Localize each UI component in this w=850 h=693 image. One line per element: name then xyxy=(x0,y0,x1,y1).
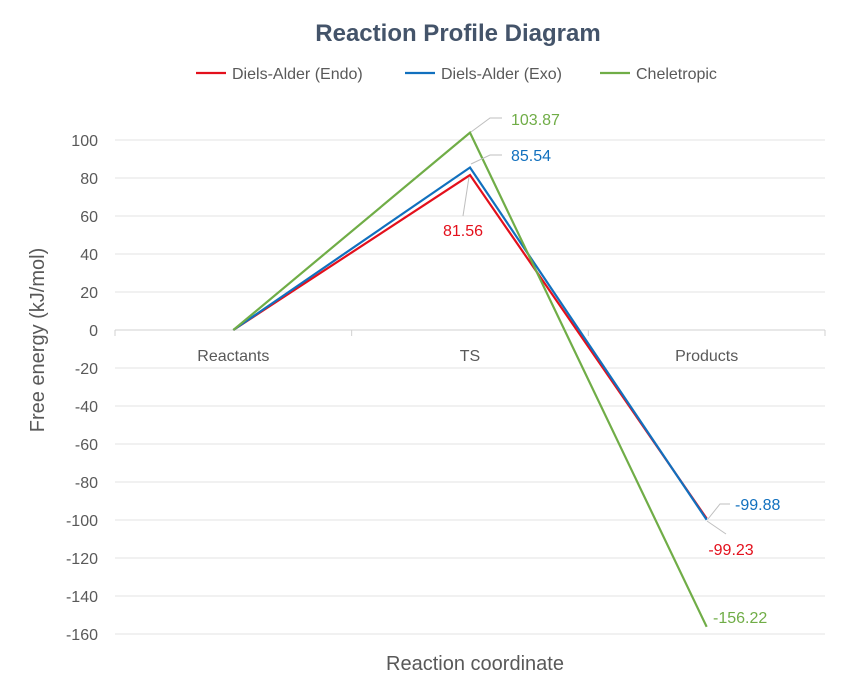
data-label: 103.87 xyxy=(511,112,560,129)
leader-line xyxy=(706,520,727,535)
legend-item: Cheletropic xyxy=(600,66,717,83)
leader-line xyxy=(470,154,502,165)
x-category-label: TS xyxy=(460,348,480,365)
y-tick-label: 100 xyxy=(71,133,98,150)
data-labels: 81.56 -99.23 85.54 -99.88 103.87 -156.22 xyxy=(443,112,780,627)
y-tick-label: -80 xyxy=(75,475,98,492)
legend-label: Cheletropic xyxy=(636,66,717,83)
y-axis-title: Free energy (kJ/mol) xyxy=(27,248,49,433)
y-tick-label: -20 xyxy=(75,361,98,378)
y-tick-label: 80 xyxy=(80,171,98,188)
y-tick-label: 60 xyxy=(80,209,98,226)
gridlines xyxy=(114,139,826,635)
legend-item: Diels-Alder (Endo) xyxy=(196,66,363,83)
legend-label: Diels-Alder (Exo) xyxy=(441,66,562,83)
y-tick-label: -100 xyxy=(66,513,98,530)
x-axis-title: Reaction coordinate xyxy=(386,653,564,675)
x-category-label: Products xyxy=(675,348,738,365)
leader-line xyxy=(462,176,470,217)
legend-label: Diels-Alder (Endo) xyxy=(232,66,363,83)
x-category-labels: Reactants TS Products xyxy=(197,348,738,365)
data-label: 81.56 xyxy=(443,223,483,240)
y-tick-label: -120 xyxy=(66,551,98,568)
y-tick-label: 20 xyxy=(80,285,98,302)
leader-line xyxy=(470,117,502,133)
y-tick-label: -60 xyxy=(75,437,98,454)
data-label: -99.88 xyxy=(735,497,780,514)
y-tick-label: 40 xyxy=(80,247,98,264)
data-label: -156.22 xyxy=(713,610,767,627)
legend: Diels-Alder (Endo) Diels-Alder (Exo) Chele… xyxy=(196,66,717,83)
data-label: 85.54 xyxy=(511,148,551,165)
chart-title: Reaction Profile Diagram xyxy=(315,20,600,47)
series-lines xyxy=(232,130,708,628)
x-category-label: Reactants xyxy=(197,348,269,365)
y-tick-label: -160 xyxy=(66,627,98,644)
leader-line xyxy=(707,503,730,520)
y-tick-label: 0 xyxy=(89,323,98,340)
data-label: -99.23 xyxy=(708,542,753,559)
series-line xyxy=(232,130,708,628)
series-line xyxy=(232,165,708,521)
y-tick-label: -140 xyxy=(66,589,98,606)
y-tick-label: -40 xyxy=(75,399,98,416)
legend-item: Diels-Alder (Exo) xyxy=(405,66,562,83)
y-tick-labels: 100 80 60 40 20 0 -20 -40 -60 -80 -100 -120 -140 -160 xyxy=(66,133,98,644)
